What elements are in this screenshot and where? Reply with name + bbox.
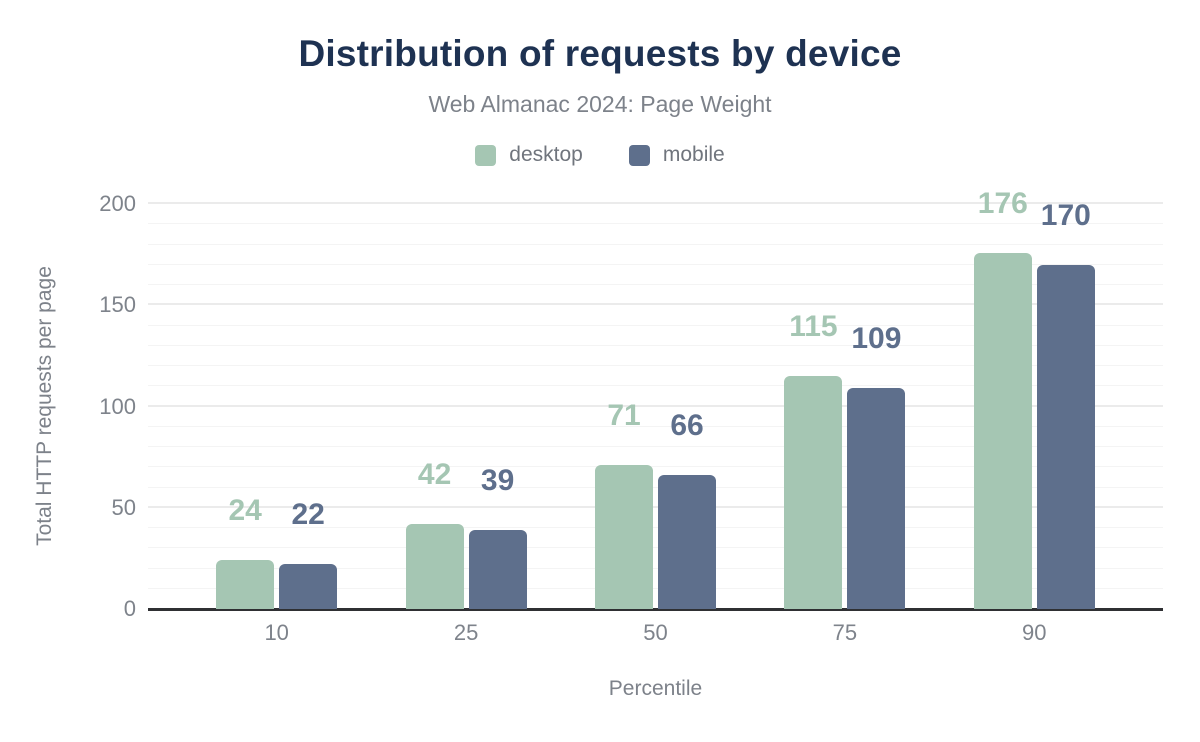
bar-desktop-p75 (784, 376, 843, 609)
x-axis-ticks: 10 25 50 75 90 (0, 620, 1200, 650)
value-label-desktop-p25: 42 (417, 457, 452, 491)
major-gridline-100 (148, 404, 1163, 407)
minor-gridline-80 (148, 446, 1163, 447)
value-label-desktop-p50: 71 (607, 399, 641, 433)
minor-gridline-190 (148, 223, 1163, 225)
bar-desktop-p90 (973, 252, 1032, 609)
plot-area: 24 22 42 39 71 66 115 109 176 170 (148, 188, 1163, 611)
value-label-mobile-p25: 39 (480, 464, 515, 498)
x-tick-75: 75 (832, 620, 858, 645)
x-tick-25: 25 (453, 620, 479, 645)
x-axis-line (148, 608, 1163, 611)
legend-item-desktop[interactable]: desktop (475, 143, 583, 167)
value-label-mobile-p10: 22 (291, 498, 325, 532)
minor-gridline-160 (148, 284, 1163, 285)
bar-mobile-p90 (1036, 264, 1095, 609)
bar-mobile-p75 (847, 388, 906, 609)
bar-desktop-p25 (405, 523, 464, 609)
y-tick-150: 150 (99, 292, 136, 318)
minor-gridline-70 (148, 466, 1163, 468)
bar-desktop-p10 (216, 560, 275, 609)
minor-gridline-170 (148, 263, 1163, 265)
major-gridline-200 (148, 202, 1163, 204)
legend: desktop mobile (0, 143, 1200, 167)
legend-label-mobile: mobile (662, 143, 725, 166)
value-label-mobile-p90: 170 (1040, 198, 1091, 232)
y-tick-0: 0 (123, 596, 136, 621)
major-gridline-50 (148, 505, 1163, 508)
desktop-swatch (475, 144, 497, 166)
chart-title: Distribution of requests by device (298, 33, 902, 74)
value-label-desktop-p75: 115 (789, 310, 838, 344)
bar-mobile-p10 (279, 564, 338, 609)
x-tick-90: 90 (1022, 620, 1047, 645)
y-axis-ticks: 0 50 100 150 200 (0, 192, 136, 621)
minor-gridline-20 (148, 567, 1163, 569)
minor-gridline-30 (148, 547, 1163, 549)
legend-label-desktop: desktop (509, 143, 583, 166)
minor-gridline-140 (148, 324, 1163, 326)
bar-desktop-p50 (595, 465, 653, 609)
minor-gridline-180 (148, 243, 1163, 245)
minor-gridline-60 (148, 486, 1163, 488)
value-label-mobile-p50: 66 (670, 409, 704, 443)
major-gridline-150 (148, 303, 1163, 306)
minor-gridline-110 (148, 385, 1163, 387)
bar-mobile-p50 (658, 475, 716, 609)
minor-gridline-120 (148, 365, 1163, 366)
minor-gridline-40 (148, 527, 1163, 528)
mobile-swatch (628, 144, 650, 166)
minor-gridline-130 (148, 344, 1163, 346)
y-tick-200: 200 (99, 191, 136, 216)
x-tick-10: 10 (264, 620, 289, 645)
y-tick-100: 100 (99, 393, 136, 419)
x-axis-title: Percentile (608, 677, 703, 700)
x-tick-50: 50 (643, 620, 668, 645)
y-tick-50: 50 (111, 494, 136, 520)
value-label-desktop-p90: 176 (977, 186, 1028, 220)
bar-mobile-p25 (468, 530, 527, 609)
value-label-desktop-p10: 24 (228, 494, 262, 528)
value-label-mobile-p75: 109 (851, 322, 902, 356)
minor-gridline-90 (148, 425, 1163, 427)
chart-subtitle: Web Almanac 2024: Page Weight (428, 91, 772, 117)
minor-gridline-10 (148, 587, 1163, 589)
legend-item-mobile[interactable]: mobile (628, 143, 725, 167)
